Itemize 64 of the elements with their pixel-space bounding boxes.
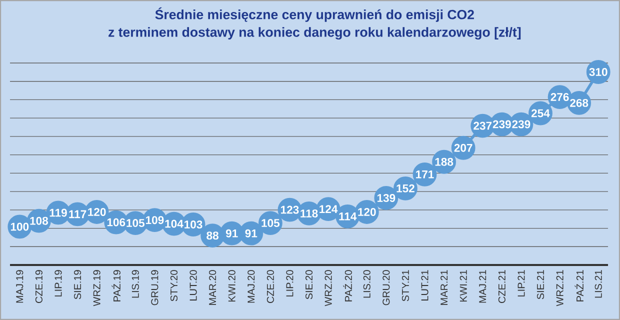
x-tick-label: CZE.19 xyxy=(35,270,42,303)
data-label: 117 xyxy=(69,210,86,218)
data-label: 310 xyxy=(589,68,608,76)
x-tick-label: STY.21 xyxy=(402,270,409,302)
data-label: 119 xyxy=(50,208,67,217)
x-tick-label: MAJ.21 xyxy=(479,270,486,303)
data-label: 106 xyxy=(107,218,126,226)
x-tick-label: MAJ.20 xyxy=(248,270,255,303)
x-tick-label: LUT.20 xyxy=(190,270,197,300)
x-tick-label: PAŹ.21 xyxy=(574,270,584,302)
data-label: 171 xyxy=(416,170,434,178)
x-tick-label: LIS.21 xyxy=(594,270,602,298)
data-label: 239 xyxy=(512,120,530,128)
x-tick-label: LIS.20 xyxy=(363,270,370,298)
data-label: 91 xyxy=(226,229,238,238)
chart-title: Średnie miesięczne ceny uprawnień do emisji CO2 xyxy=(155,7,474,22)
data-label: 207 xyxy=(454,144,472,152)
data-label: 124 xyxy=(320,205,338,213)
x-tick-label: GRU.19 xyxy=(151,270,158,306)
x-tick-label: LIP.19 xyxy=(54,270,62,296)
x-tick-label: LIP.21 xyxy=(518,270,525,296)
x-tick-label: SIE.21 xyxy=(536,270,544,300)
x-tick-label: LIS.19 xyxy=(132,270,139,298)
data-label: 188 xyxy=(435,158,454,166)
x-tick-label: CZE.20 xyxy=(266,270,274,303)
x-tick-label: KWI.20 xyxy=(228,270,236,302)
x-tick-label: CZE.21 xyxy=(498,270,506,303)
x-tick-label: PAŹ.20 xyxy=(343,270,352,302)
data-label: 118 xyxy=(300,209,318,218)
data-label: 237 xyxy=(474,122,492,130)
chart-subtitle: z terminem dostawy na koniec danego roku kalendarzowego [zł/t] xyxy=(108,27,521,40)
x-tick-label: MAJ.19 xyxy=(16,270,24,303)
data-label: 239 xyxy=(492,120,511,128)
data-label: 105 xyxy=(262,219,280,228)
data-label: 120 xyxy=(88,208,106,216)
x-tick-label: MAR.20 xyxy=(209,270,216,305)
data-label: 109 xyxy=(146,216,164,224)
data-label: 152 xyxy=(396,184,414,192)
data-label: 139 xyxy=(377,194,396,202)
data-label: 114 xyxy=(339,212,357,220)
x-tick-label: LUT.21 xyxy=(421,270,428,300)
x-tick-label: SIE.19 xyxy=(74,270,82,300)
x-tick-label: LIP.20 xyxy=(286,270,294,296)
x-tick-label: WRZ.19 xyxy=(93,270,100,306)
data-label: 88 xyxy=(206,232,218,240)
data-label: 123 xyxy=(281,206,299,214)
x-tick-label: WRZ.21 xyxy=(556,270,564,306)
x-tick-label: PAŹ.19 xyxy=(112,270,120,302)
x-tick-label: WRZ.20 xyxy=(324,270,332,306)
x-tick-label: STY.20 xyxy=(170,270,178,302)
data-label: 104 xyxy=(165,220,184,228)
x-tick-label: GRU.20 xyxy=(382,270,390,306)
x-tick-label: SIE.20 xyxy=(305,270,313,300)
x-tick-label: MAR.21 xyxy=(440,270,448,305)
data-label: 105 xyxy=(126,219,144,228)
data-label: 108 xyxy=(30,216,48,225)
data-label: 91 xyxy=(245,229,258,238)
x-tick-label: KWI.21 xyxy=(460,270,467,302)
data-label: 120 xyxy=(358,208,376,216)
data-label: 254 xyxy=(531,109,550,118)
data-label: 103 xyxy=(184,220,202,229)
data-label: 100 xyxy=(10,222,29,231)
data-label: 268 xyxy=(570,98,588,107)
data-label: 276 xyxy=(550,93,569,102)
